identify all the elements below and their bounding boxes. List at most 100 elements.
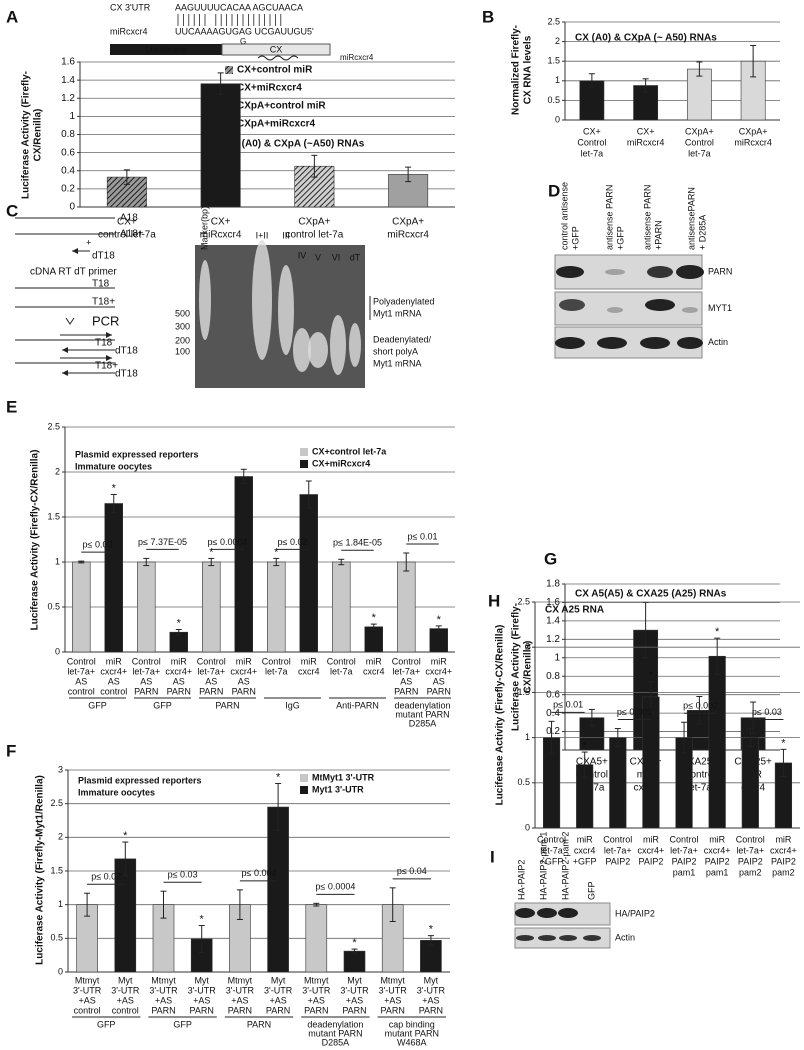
blot-label: Actin	[615, 932, 635, 942]
y-tick-label: 2	[58, 832, 63, 842]
bar	[267, 806, 289, 973]
gel-lane-label: I+II	[256, 230, 269, 240]
group-label: deadenylation	[394, 700, 450, 710]
x-tick-label: pam2	[739, 867, 762, 877]
panel-letter: F	[6, 741, 16, 760]
bar	[609, 737, 627, 829]
blot-band	[597, 337, 627, 349]
note: Immature oocytes	[75, 461, 152, 471]
x-tick-label: PAIP2	[639, 856, 664, 866]
group-label: GFP	[173, 1019, 192, 1029]
y-tick-label: 1.5	[547, 56, 560, 66]
blot-band	[516, 935, 534, 941]
target-site	[257, 55, 299, 61]
x-tick-label: miR	[106, 656, 122, 666]
x-tick-label: let-7a	[330, 666, 353, 676]
x-tick-label: +GFP	[573, 856, 597, 866]
schematic-label: dT18	[92, 251, 115, 262]
x-tick-label: miR	[775, 834, 791, 844]
blot-band	[676, 265, 704, 279]
panel-letter: D	[548, 181, 560, 200]
x-tick-label: AS	[238, 676, 250, 686]
significance-mark: *	[583, 740, 588, 752]
mir-label: miRcxcr4	[110, 26, 148, 36]
group-label: D285A	[409, 718, 437, 728]
schematic-label: A18+	[120, 229, 144, 240]
x-tick-label: CXpA+	[739, 126, 768, 136]
x-tick-label: 3'-UTR	[226, 985, 255, 995]
y-tick-label: 1	[55, 556, 60, 566]
x-tick-label: +AS	[384, 995, 401, 1005]
x-tick-label: +AS	[155, 995, 172, 1005]
group-label: GFP	[153, 700, 172, 710]
legend-label: CX+control miR	[237, 65, 313, 76]
x-tick-label: Mtmyt	[228, 975, 253, 985]
gel-lane-label: antisense PARN	[604, 185, 614, 250]
x-tick-label: PARN	[134, 686, 158, 696]
y-tick-label: 2.5	[47, 421, 60, 431]
x-tick-label: let-7a+	[197, 666, 225, 676]
y-tick-label: 1.5	[517, 687, 530, 697]
schematic-label: T18	[95, 338, 113, 349]
group-label: Anti-PARN	[336, 700, 379, 710]
blot-label: Actin	[708, 337, 728, 347]
y-tick-label: 0.6	[546, 689, 560, 700]
gel-lane-label: HA-PAIP2	[516, 860, 526, 900]
x-tick-label: +AS	[78, 995, 95, 1005]
blot-label: MYT1	[708, 303, 732, 313]
gel-lane-label: +GFP	[615, 226, 625, 250]
marker-label: 100	[175, 346, 190, 356]
x-tick-label: +AS	[346, 995, 363, 1005]
x-tick-label: AS	[75, 676, 87, 686]
gel-band	[199, 260, 211, 340]
significance-mark: *	[209, 546, 214, 558]
chart-title: CX A25 RNA	[545, 605, 604, 616]
utr-label: CX 3'UTR	[110, 2, 151, 12]
x-tick-label: 3'-UTR	[340, 985, 369, 995]
x-tick-label: miRcxcr4	[734, 137, 772, 147]
y-axis-label: Luciferase Activity (Firefly-CX/Renilla)	[495, 625, 506, 806]
p-value-label: p≤ 0.009	[617, 707, 652, 717]
blot-band	[677, 337, 703, 349]
x-tick-label: PAIP2	[705, 856, 730, 866]
blot-band	[555, 337, 585, 349]
x-tick-label: +AS	[308, 995, 325, 1005]
schematic-label: A18	[120, 213, 138, 224]
x-tick-label: Control	[537, 834, 566, 844]
gel-lane-label: V	[315, 252, 321, 262]
bar	[267, 561, 286, 653]
bar	[343, 950, 366, 973]
x-tick-label: PAIP2	[738, 856, 763, 866]
blot-band	[583, 935, 601, 941]
gel-band	[278, 265, 294, 355]
x-tick-label: miR	[709, 834, 725, 844]
blot-band	[515, 908, 535, 918]
x-tick-label: cxcr4	[298, 666, 320, 676]
x-tick-label: 3'-UTR	[417, 985, 446, 995]
blot-band	[556, 266, 584, 278]
x-tick-label: PARN	[228, 1005, 252, 1015]
significance-mark: *	[429, 924, 434, 936]
group-label: D285A	[322, 1037, 350, 1047]
group-label: cap binding	[389, 1019, 435, 1029]
y-tick-label: 1	[58, 899, 63, 909]
y-tick-label: 1.2	[546, 634, 560, 645]
x-tick-label: Myt	[118, 975, 133, 985]
blot-band	[538, 935, 556, 941]
y-tick-label: 2	[55, 466, 60, 476]
panel-letter: A	[6, 7, 18, 26]
y-tick-label: 1	[555, 75, 560, 85]
legend-swatch	[300, 786, 308, 794]
x-tick-label: Mtmyt	[75, 975, 100, 985]
gel-lane-label: GFP	[586, 881, 596, 900]
x-tick-label: cxcr4+	[770, 845, 797, 855]
y-tick-label: 1.5	[50, 865, 63, 875]
x-tick-label: Control	[577, 137, 606, 147]
legend-label: CX+miRcxcr4	[237, 83, 302, 94]
x-tick-label: Control	[262, 656, 291, 666]
significance-mark: *	[112, 482, 117, 494]
arrow-head	[106, 332, 112, 338]
x-tick-label: +AS	[269, 995, 286, 1005]
y-tick-label: 2.5	[517, 596, 530, 606]
